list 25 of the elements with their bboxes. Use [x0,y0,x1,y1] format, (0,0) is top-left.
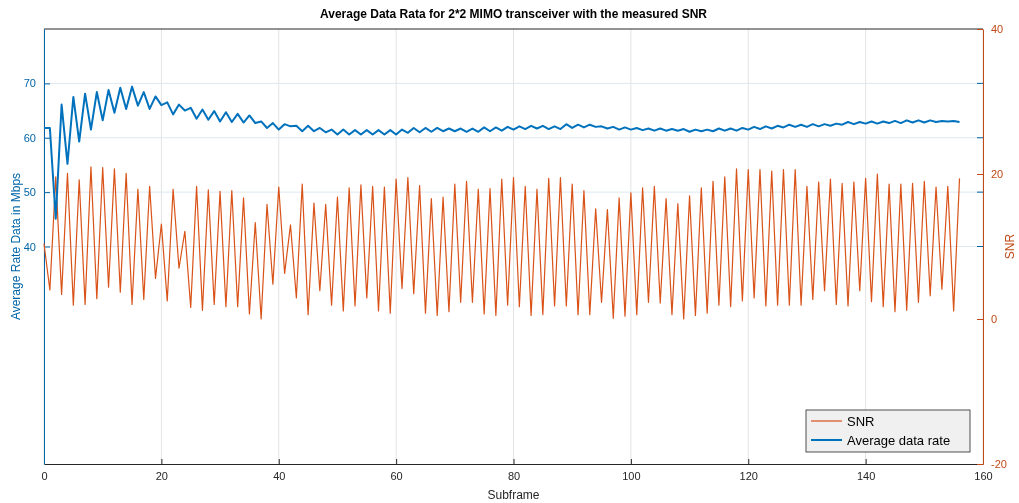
x-tick-label: 120 [739,469,758,482]
y2-tick-label: 40 [991,23,1004,36]
x-tick-label: 80 [507,469,521,482]
y2-axis-title: SNR [1003,233,1017,260]
x-tick-label: 160 [974,469,993,482]
legend-label: Average data rate [847,433,951,448]
y-axis-title: Average Rate Data in Mbps [9,172,23,321]
x-tick-label: 0 [41,469,48,482]
chart-title: Average Data Rata for 2*2 MIMO transceiver with the measured SNR [319,7,708,21]
x-tick-label: 20 [155,469,168,482]
line-series [43,166,961,320]
line-series [43,85,961,220]
y2-tick-label: -20 [991,458,1007,471]
y2-tick-label: 20 [991,168,1004,181]
y-tick-label: 60 [23,131,36,144]
y-tick-label: 70 [23,77,36,90]
y-tick-label: 50 [23,186,36,199]
x-axis-title: Subframe [487,488,540,502]
x-tick-label: 40 [273,469,286,482]
y-tick-label: 40 [23,240,36,253]
legend-label: SNR [847,414,875,429]
x-tick-label: 100 [622,469,641,482]
x-tick-label: 60 [390,469,403,482]
x-tick-label: 140 [856,469,876,482]
y2-tick-label: 0 [991,313,998,326]
